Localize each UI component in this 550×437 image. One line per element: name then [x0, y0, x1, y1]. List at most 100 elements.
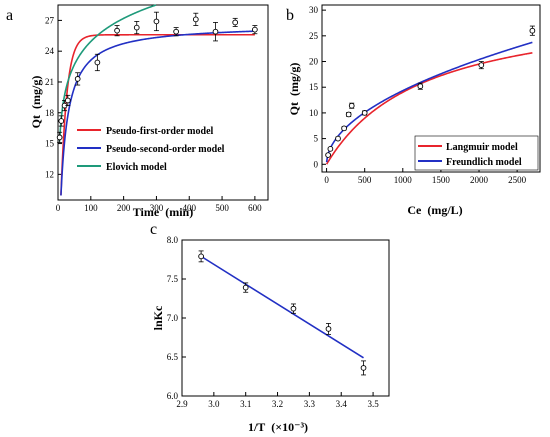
panel-b: b 0 500 1000 1500 2000 2500 0 5 10 15 20 25 30 Qt (m… [286, 4, 541, 217]
legend-label-elovich: Elovich model [106, 162, 167, 173]
panel-a-data-point [114, 27, 120, 34]
panel-a-y-tick-label: 27 [45, 15, 55, 25]
panel-c-data-point [242, 284, 249, 291]
panel-c-x-tick-label: 3.1 [240, 399, 251, 409]
panel-c-y-tick-label: 6.0 [167, 391, 179, 401]
panel-b-data-point [341, 125, 347, 132]
panel-b-data-point [345, 111, 352, 118]
panel-a-data-point [64, 97, 71, 104]
panel-c-x-tick-label: 3.4 [336, 399, 348, 409]
panel-c-data-point [198, 253, 204, 260]
panel-a-label: a [6, 7, 13, 24]
panel-a-data-point [232, 19, 239, 26]
panel-a-data-point [192, 16, 199, 23]
panel-a-y-tick-label: 21 [45, 77, 54, 87]
panel-c-x-tick-label: 3.2 [272, 399, 283, 409]
panel-b-data-point [327, 146, 334, 152]
panel-a-x-tick-label: 0 [56, 203, 61, 213]
panel-b-y-tick-label: 15 [309, 82, 319, 92]
panel-b-legend: Langmuir model Freundlich model [414, 135, 539, 171]
panel-a-legend: Pseudo-first-order model Pseudo-second-o… [77, 126, 225, 173]
panel-a-data-point [56, 134, 63, 141]
panel-b-ticks: 0 500 1000 1500 2000 2500 0 5 10 15 20 25 30 [309, 5, 527, 185]
panel-a-plot-frame [57, 4, 269, 201]
panel-a-x-tick-label: 200 [117, 203, 131, 213]
panel-c-curves [200, 255, 364, 359]
panel-b-data-point [361, 110, 368, 116]
panel-b-x-tick-label: 2000 [470, 175, 489, 185]
panel-b-plot-frame [321, 4, 541, 173]
panel-b-x-axis-label: Ce (mg/L) [407, 203, 462, 217]
panel-b-points [325, 25, 536, 158]
panel-b-fit-line-langmuir-model [325, 52, 533, 165]
panel-a-data-point [173, 28, 179, 35]
panel-a-data-point [212, 28, 219, 35]
panel-c: c 2.9 3.0 3.1 3.2 3.3 3.4 3.5 6.0 6.5 7.0 7.5 8.0 l… [150, 221, 390, 434]
panel-c-ticks: 2.9 3.0 3.1 3.2 3.3 3.4 3.5 6.0 6.5 7.0 7.5 8.0 [167, 235, 379, 409]
panel-b-x-tick-label: 0 [324, 175, 329, 185]
panel-a-y-tick-label: 24 [45, 46, 55, 56]
legend-label-pseudo-second-order: Pseudo-second-order model [106, 144, 225, 155]
panel-b-y-tick-label: 30 [309, 5, 319, 15]
panel-a-y-axis-label: Qt (mg/g) [29, 76, 43, 129]
panel-a-x-axis-label: Time (min) [133, 205, 193, 219]
panel-b-y-tick-label: 25 [309, 31, 319, 41]
legend-label-freundlich: Freundlich model [446, 157, 522, 168]
panel-c-y-axis-label: lnKc [151, 305, 165, 330]
panel-b-data-point [478, 62, 485, 68]
panel-a-fit-line-pseudo-first-order-model [60, 33, 255, 196]
panel-b-y-tick-label: 5 [314, 134, 319, 144]
panel-a-y-tick-label: 12 [45, 169, 54, 179]
panel-b-fit-line-freundlich-model [325, 41, 533, 163]
panel-a-data-point [74, 76, 81, 82]
panel-c-x-tick-label: 3.5 [367, 399, 379, 409]
panel-a-x-tick-label: 300 [150, 203, 164, 213]
panel-b-data-point [417, 83, 424, 90]
panel-a-data-point [58, 118, 65, 124]
panel-c-data-point [360, 365, 367, 371]
panel-b-data-point [325, 152, 331, 158]
panel-a-y-tick-label: 18 [45, 108, 55, 118]
panel-c-data-point [325, 326, 332, 332]
panel-c-y-tick-label: 8.0 [167, 235, 179, 245]
panel-b-data-point [335, 135, 341, 142]
panel-a-x-tick-label: 500 [215, 203, 229, 213]
panel-c-y-tick-label: 7.0 [167, 313, 179, 323]
panel-b-y-tick-label: 20 [309, 57, 319, 67]
panel-a-points [56, 11, 258, 143]
panel-c-x-tick-label: 2.9 [176, 399, 188, 409]
panel-b-label: b [286, 7, 294, 24]
panel-a-data-point [252, 26, 258, 33]
panel-c-y-tick-label: 6.5 [167, 352, 179, 362]
panel-a-y-tick-label: 15 [45, 139, 55, 149]
panel-c-y-tick-label: 7.5 [167, 274, 179, 284]
panel-c-points [198, 250, 367, 376]
panel-c-fit-line-linear-fit [200, 255, 364, 359]
panel-a-x-tick-label: 400 [183, 203, 197, 213]
panel-b-x-tick-label: 1500 [432, 175, 451, 185]
panel-b-y-tick-label: 10 [309, 108, 319, 118]
panel-b-data-point [348, 102, 355, 109]
panel-b-y-axis-label: Qt (mg/g) [287, 63, 301, 116]
panel-c-data-point [290, 305, 297, 312]
panel-c-x-tick-label: 3.0 [208, 399, 220, 409]
panel-c-label: c [150, 221, 157, 238]
panel-a: a 0 100 200 300 400 500 600 12 15 18 21 24 27 Qt (mg… [6, 4, 269, 219]
panel-a-fit-line-pseudo-second-order-model [60, 30, 255, 196]
panel-a-x-tick-label: 100 [84, 203, 98, 213]
legend-label-pseudo-first-order: Pseudo-first-order model [106, 126, 214, 137]
panel-a-ticks: 0 100 200 300 400 500 600 12 15 18 21 24 27 [45, 15, 262, 213]
panel-b-data-point [529, 27, 536, 34]
panel-a-data-point [153, 18, 160, 25]
panel-a-data-point [94, 59, 101, 66]
panel-c-x-axis-label: 1/T (×10⁻³) [248, 420, 308, 434]
panel-b-x-tick-label: 500 [358, 175, 372, 185]
panel-b-legend-box [414, 135, 539, 171]
panel-b-x-tick-label: 2500 [508, 175, 527, 185]
panel-a-fit-line-elovich-model [58, 4, 157, 142]
panel-b-x-tick-label: 1000 [394, 175, 413, 185]
panel-a-curves [58, 4, 255, 196]
panel-a-x-tick-label: 600 [248, 203, 262, 213]
